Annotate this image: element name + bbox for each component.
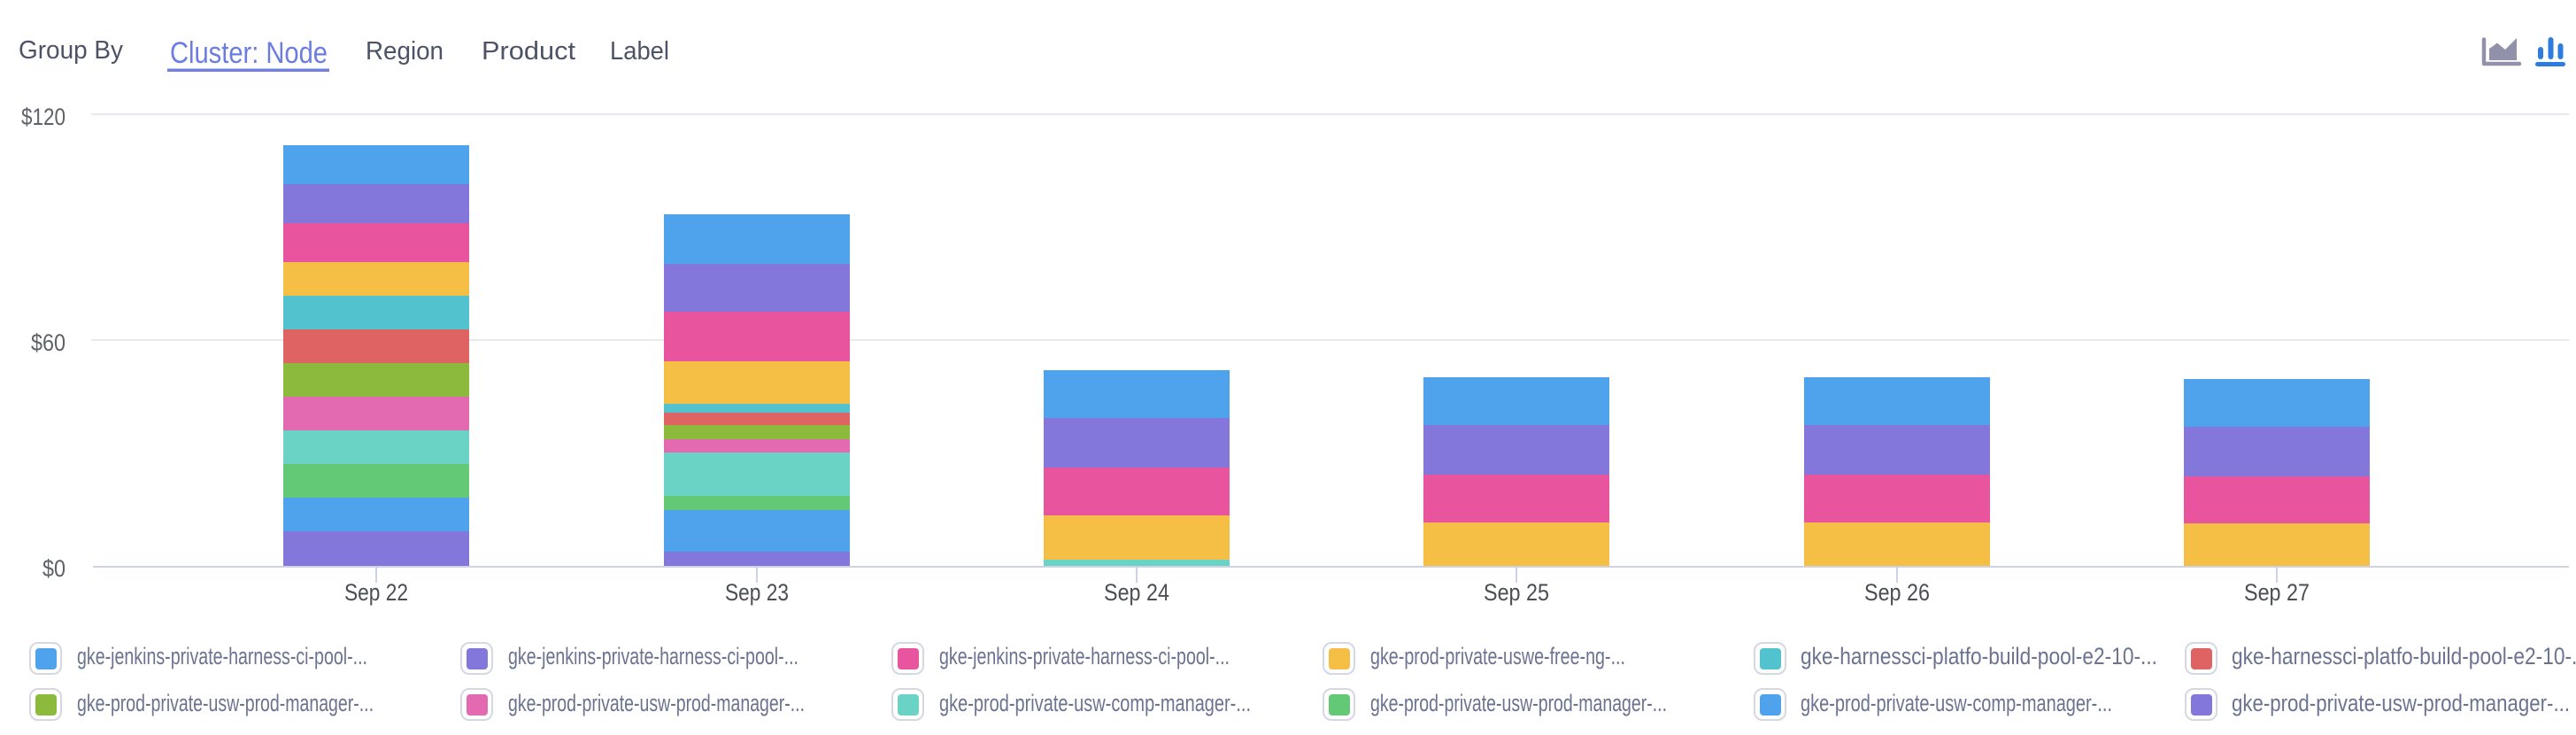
svg-text:Cluster: Node: Cluster: Node	[170, 36, 328, 70]
svg-text:Group By: Group By	[19, 36, 123, 65]
svg-text:gke-prod-private-usw-comp-mana: gke-prod-private-usw-comp-manager-...	[939, 690, 1251, 716]
svg-text:Sep 23: Sep 23	[725, 579, 789, 606]
svg-text:Sep 27: Sep 27	[2244, 579, 2310, 606]
svg-text:gke-prod-private-usw-prod-mana: gke-prod-private-usw-prod-manager-...	[1370, 690, 1667, 716]
svg-text:gke-prod-private-usw-comp-mana: gke-prod-private-usw-comp-manager-...	[1801, 690, 2112, 716]
svg-text:$120: $120	[21, 104, 66, 130]
svg-text:gke-harnessci-platfo-build-poo: gke-harnessci-platfo-build-pool-e2-10-..…	[1801, 643, 2157, 669]
svg-text:gke-prod-private-uswe-free-ng-: gke-prod-private-uswe-free-ng-...	[1370, 643, 1625, 669]
svg-text:gke-harnessci-platfo-build-poo: gke-harnessci-platfo-build-pool-e2-10-..…	[2232, 643, 2576, 669]
svg-text:gke-prod-private-usw-prod-mana: gke-prod-private-usw-prod-manager-...	[77, 690, 374, 716]
svg-text:Label: Label	[610, 37, 669, 66]
svg-text:$60: $60	[31, 329, 66, 356]
svg-text:Sep 24: Sep 24	[1104, 579, 1169, 606]
svg-text:Sep 22: Sep 22	[344, 579, 408, 606]
svg-text:Product: Product	[482, 37, 575, 66]
svg-text:gke-prod-private-usw-prod-mana: gke-prod-private-usw-prod-manager-...	[508, 690, 805, 716]
svg-text:Sep 26: Sep 26	[1864, 579, 1930, 606]
svg-text:Region: Region	[366, 37, 443, 66]
svg-text:gke-jenkins-private-harness-ci: gke-jenkins-private-harness-ci-pool-...	[939, 643, 1230, 669]
svg-text:gke-jenkins-private-harness-ci: gke-jenkins-private-harness-ci-pool-...	[77, 643, 367, 669]
svg-text:Sep 25: Sep 25	[1484, 579, 1549, 606]
svg-text:gke-jenkins-private-harness-ci: gke-jenkins-private-harness-ci-pool-...	[508, 643, 798, 669]
svg-text:$0: $0	[42, 555, 66, 582]
svg-text:gke-prod-private-usw-prod-mana: gke-prod-private-usw-prod-manager-...	[2232, 690, 2570, 716]
